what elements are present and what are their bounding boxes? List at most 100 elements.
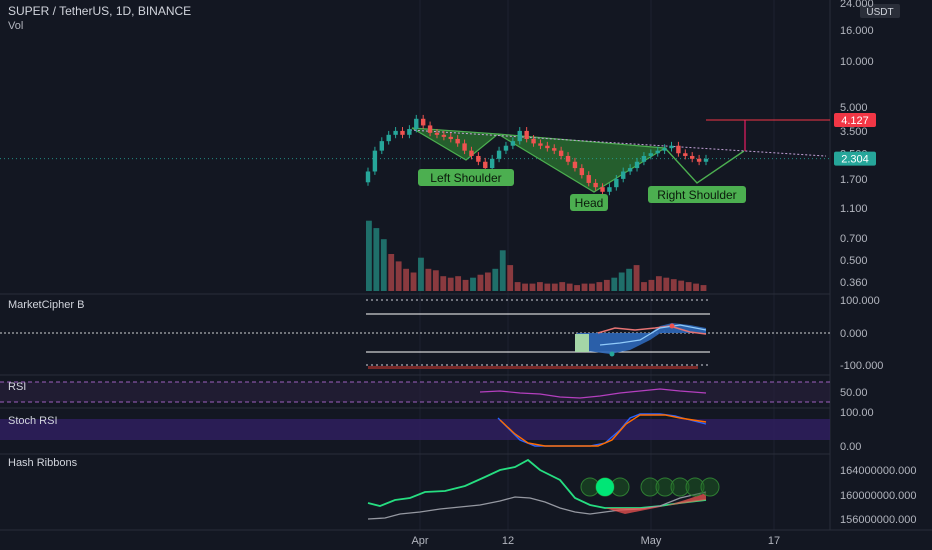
volume-bar bbox=[574, 285, 581, 291]
candle-body bbox=[703, 158, 709, 162]
price-tick-label: 5.000 bbox=[840, 102, 868, 114]
candle-body bbox=[386, 134, 391, 142]
mcb-light-wave bbox=[599, 324, 707, 346]
volume-bar bbox=[663, 277, 670, 291]
volume-bar bbox=[447, 277, 454, 291]
candle-body bbox=[434, 132, 440, 135]
pattern-layer bbox=[0, 127, 830, 193]
volume-bar bbox=[455, 276, 462, 291]
mcb-red-wave bbox=[597, 325, 707, 335]
candle-body bbox=[455, 138, 460, 144]
hash-tick-label: 156000000.000 bbox=[840, 514, 916, 526]
hash-signal-circle bbox=[700, 477, 720, 497]
price-badges: 4.127 2.304 bbox=[834, 112, 876, 166]
mcb-sell-dot bbox=[669, 323, 675, 329]
stoch-tick-label: 0.00 bbox=[840, 441, 861, 453]
price-tick-label: 1.100 bbox=[840, 203, 868, 215]
rsi-title: RSI bbox=[8, 381, 26, 393]
candle-body bbox=[676, 145, 681, 154]
candle-body bbox=[579, 168, 585, 176]
candle-body bbox=[393, 130, 398, 135]
volume-bar bbox=[589, 283, 595, 291]
mcb-tick-label: 100.000 bbox=[840, 295, 880, 307]
candle-body bbox=[448, 136, 453, 139]
candle-body bbox=[627, 168, 633, 172]
annotation-label: Head bbox=[575, 196, 604, 210]
volume-bar bbox=[633, 265, 640, 291]
mcb-divergence-bar bbox=[368, 366, 698, 369]
volume-bar bbox=[499, 250, 506, 291]
volume-bar bbox=[514, 282, 521, 291]
volume-bar bbox=[544, 283, 551, 291]
candle-body bbox=[531, 138, 536, 144]
annotation-label: Right Shoulder bbox=[657, 188, 736, 202]
price-tick-label: 0.360 bbox=[840, 277, 868, 289]
volume-bar bbox=[693, 283, 699, 291]
rsi-band bbox=[0, 382, 830, 402]
rsi-line bbox=[479, 388, 707, 399]
time-tick-label: May bbox=[641, 535, 662, 547]
marketcipher-panel: 100.000 0.000 -100.000 bbox=[0, 295, 883, 372]
volume-bar bbox=[507, 265, 514, 291]
candle-body bbox=[469, 150, 474, 156]
time-tick-label: Apr bbox=[411, 535, 428, 547]
candle-body bbox=[683, 153, 688, 156]
mcb-tick-label: 0.000 bbox=[840, 328, 868, 340]
candle-body bbox=[400, 130, 405, 135]
neckline bbox=[409, 129, 827, 157]
hash-panel: 164000000.000 160000000.000 156000000.000 bbox=[367, 458, 916, 526]
mcb-wave-blue-neg bbox=[577, 330, 665, 354]
candle-body bbox=[489, 158, 495, 169]
candle-body bbox=[379, 141, 384, 151]
candle-body bbox=[414, 118, 419, 130]
candle-body bbox=[655, 150, 660, 154]
target-price-badge bbox=[834, 112, 876, 127]
volume-bar bbox=[395, 261, 402, 291]
volume-bar bbox=[537, 282, 543, 291]
candle-body bbox=[648, 153, 654, 156]
candle-body bbox=[372, 150, 378, 172]
volume-bar bbox=[581, 283, 588, 291]
price-tick-label: 1.700 bbox=[840, 174, 868, 186]
time-tick-label: 12 bbox=[502, 535, 514, 547]
candle-body bbox=[510, 141, 516, 146]
candle-body bbox=[572, 161, 578, 169]
annotation-badge bbox=[418, 169, 514, 186]
volume-bar bbox=[484, 272, 491, 291]
volume-bar bbox=[551, 283, 558, 291]
candle-body bbox=[407, 129, 412, 135]
volume-bar bbox=[432, 270, 439, 291]
price-tick-label: 0.500 bbox=[840, 255, 868, 267]
volume-bar bbox=[366, 220, 372, 291]
hash-tick-label: 160000000.000 bbox=[840, 490, 916, 502]
candle-body bbox=[427, 125, 433, 133]
volume-bar bbox=[403, 268, 410, 291]
stoch-d-line bbox=[499, 414, 707, 447]
stoch-tick-label: 100.00 bbox=[840, 407, 874, 419]
mcb-buy-dot bbox=[609, 351, 615, 357]
volume-bar bbox=[425, 268, 432, 291]
currency-badge-label: USDT bbox=[866, 7, 893, 18]
volume-bar bbox=[611, 277, 618, 291]
volume-bar bbox=[670, 279, 677, 291]
price-tick-label: 0.700 bbox=[840, 233, 868, 245]
volume-bar bbox=[462, 279, 469, 291]
currency-badge[interactable] bbox=[860, 4, 900, 18]
candle-body bbox=[696, 158, 702, 162]
volume-bar bbox=[380, 239, 387, 291]
stoch-title: Stoch RSI bbox=[8, 415, 58, 427]
candle-body bbox=[662, 148, 667, 151]
hash-capitulation-fill bbox=[605, 493, 706, 514]
price-tick-label: 16.000 bbox=[840, 25, 874, 37]
volume-bar bbox=[596, 282, 603, 291]
candle-body bbox=[614, 178, 619, 188]
volume-bar bbox=[470, 277, 476, 291]
volume-bar bbox=[388, 254, 395, 291]
volume-bar bbox=[603, 279, 610, 291]
target-projection bbox=[706, 119, 830, 151]
mcb-tick-label: -100.000 bbox=[840, 360, 883, 372]
volume-bar bbox=[678, 280, 685, 291]
candle-body bbox=[634, 161, 640, 169]
